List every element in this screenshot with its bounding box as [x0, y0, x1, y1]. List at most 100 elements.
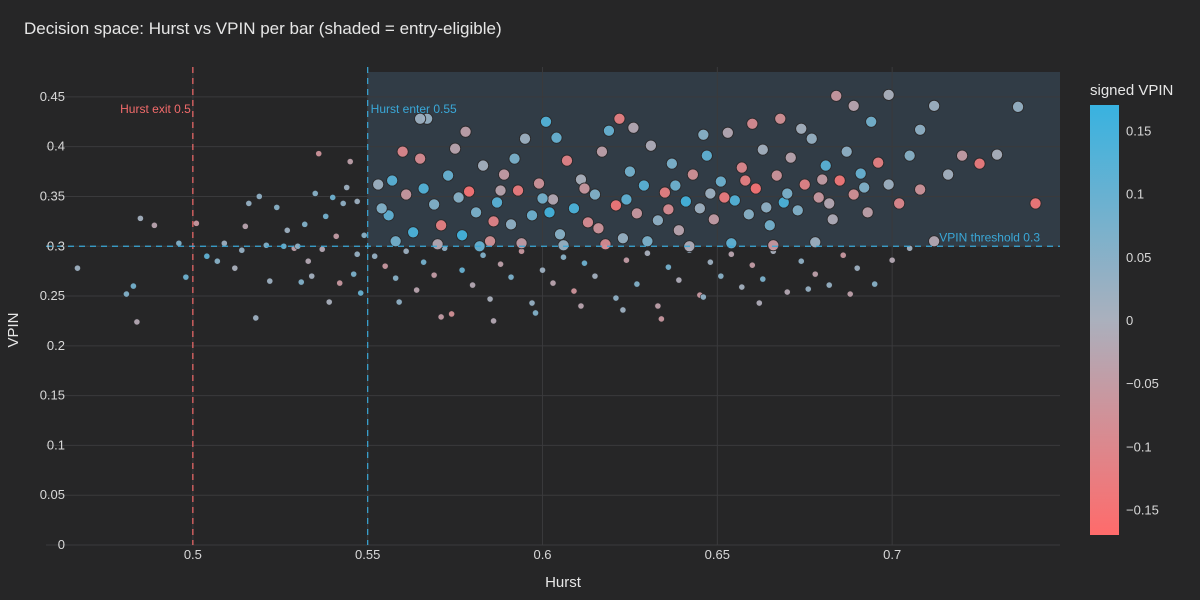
x-tick-label: 0.5: [184, 547, 202, 562]
data-point: [581, 216, 595, 229]
colorbar-tick-label: 0: [1126, 313, 1133, 328]
data-point: [746, 117, 759, 130]
data-point: [664, 263, 672, 271]
data-point: [297, 278, 305, 286]
y-tick-label: 0.25: [40, 288, 65, 303]
data-point: [490, 317, 497, 325]
data-point: [783, 288, 791, 296]
data-point: [479, 251, 487, 259]
data-point: [588, 188, 602, 201]
data-point: [657, 315, 665, 323]
threshold-lines-layer: Hurst exit 0.5 Hurst enter 0.55 VPIN thres…: [46, 67, 1060, 545]
data-point: [669, 179, 682, 192]
data-point: [914, 183, 927, 196]
data-point: [301, 220, 309, 228]
data-point: [662, 203, 675, 216]
data-point: [507, 273, 515, 281]
data-point: [756, 143, 769, 156]
colorbar-tick-label: −0.1: [1126, 439, 1152, 454]
data-point: [591, 272, 599, 280]
data-point: [748, 261, 756, 269]
data-point: [781, 187, 794, 200]
data-point: [679, 195, 692, 208]
colorbar-ticks: 0.15 0.1 0.05 0 −0.05 −0.1 −0.15: [1126, 123, 1159, 517]
data-point: [809, 236, 822, 249]
data-point: [707, 213, 720, 226]
data-point: [350, 270, 358, 278]
data-point: [504, 218, 518, 231]
data-point: [825, 281, 833, 289]
x-tick-label: 0.7: [883, 547, 901, 562]
data-point: [627, 121, 640, 134]
data-point: [515, 237, 528, 250]
y-axis-title: VPIN: [5, 312, 22, 347]
y-tick-label: 0: [58, 537, 65, 552]
data-point: [903, 149, 916, 162]
data-point: [543, 206, 556, 219]
data-point: [727, 250, 735, 258]
data-point: [203, 252, 211, 260]
data-point: [699, 293, 707, 301]
data-point: [578, 182, 591, 195]
points-layer: [74, 88, 1042, 326]
y-tick-label: 0.1: [47, 437, 65, 452]
data-point: [602, 124, 615, 137]
data-point: [839, 251, 847, 259]
colorbar-tick-label: −0.05: [1126, 376, 1159, 391]
data-point: [644, 249, 651, 257]
data-point: [675, 276, 683, 284]
data-point: [449, 142, 462, 155]
data-point: [592, 222, 605, 235]
data-point: [637, 179, 650, 192]
data-point: [847, 188, 860, 201]
data-point: [833, 174, 846, 187]
data-point: [487, 215, 500, 228]
chart-title: Decision space: Hurst vs VPIN per bar (s…: [24, 19, 502, 38]
data-point: [325, 298, 333, 306]
colorbar-tick-label: 0.05: [1126, 250, 1151, 265]
data-point: [633, 280, 641, 288]
data-point: [672, 224, 685, 237]
data-point: [428, 198, 441, 211]
data-point: [318, 245, 326, 253]
data-point: [266, 277, 274, 285]
data-point: [470, 206, 483, 219]
data-point: [343, 184, 351, 191]
data-point: [182, 273, 190, 281]
axis-ticks-layer: 0.5 0.55 0.6 0.65 0.7 0 0.05 0.1 0.15 0.2 0.25 0.3 0…: [40, 89, 902, 562]
data-point: [882, 88, 895, 101]
data-point: [665, 157, 678, 170]
threshold-line-label: Hurst enter 0.55: [371, 102, 457, 116]
data-point: [435, 219, 448, 232]
data-point: [539, 115, 553, 128]
data-point: [484, 235, 497, 248]
colorbar: signed VPIN 0.15 0.1 0.05 0 −0.05 −0.1 −0.15: [1090, 82, 1173, 535]
y-tick-label: 0.3: [47, 238, 65, 253]
data-point: [686, 168, 699, 181]
data-point: [252, 314, 260, 322]
data-point: [375, 202, 388, 215]
data-point: [311, 190, 319, 197]
data-point: [651, 214, 664, 227]
data-point: [853, 264, 861, 272]
data-point: [192, 219, 200, 227]
data-point: [150, 221, 158, 229]
data-point: [357, 289, 365, 297]
x-tick-label: 0.55: [355, 547, 380, 562]
data-point: [893, 197, 906, 210]
data-point: [241, 222, 249, 230]
data-point: [804, 285, 812, 293]
data-point: [430, 271, 438, 279]
data-point: [725, 237, 738, 250]
data-point: [452, 191, 465, 204]
data-point: [389, 235, 402, 248]
data-point: [823, 197, 836, 210]
data-point: [991, 148, 1004, 161]
data-point: [871, 280, 879, 288]
data-point: [620, 193, 633, 206]
data-point: [414, 152, 427, 165]
data-point: [718, 191, 731, 204]
data-point: [641, 235, 654, 248]
data-point: [644, 139, 657, 152]
